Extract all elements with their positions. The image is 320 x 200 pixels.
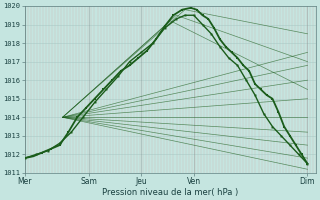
X-axis label: Pression niveau de la mer( hPa ): Pression niveau de la mer( hPa ) [102,188,238,197]
